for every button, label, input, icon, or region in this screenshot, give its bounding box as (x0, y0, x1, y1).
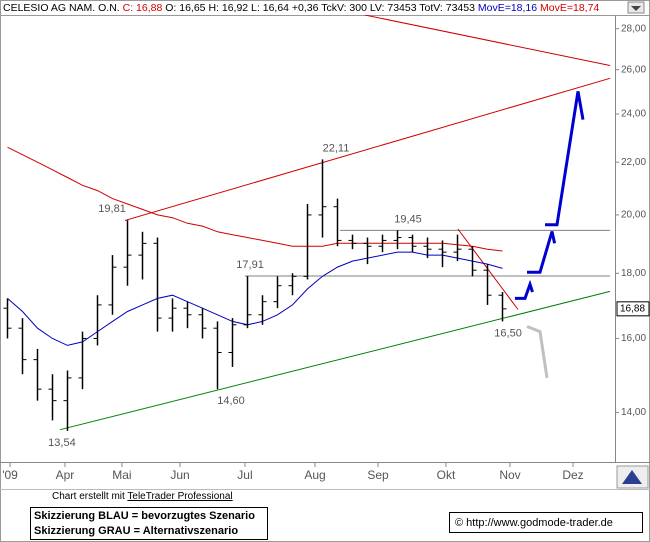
logo-icon (622, 470, 642, 484)
price-annotation: 19,81 (98, 203, 126, 215)
header-part: MovE=18,16 (478, 2, 537, 14)
header-part: C: 16,88 (123, 2, 163, 14)
legend-blue: Skizzierung BLAU = bevorzugtes Szenario (34, 510, 255, 522)
legend-gray: Skizzierung GRAU = Alternativszenario (34, 525, 238, 537)
price-annotation: 17,91 (236, 259, 264, 271)
x-tick-label: '09 (2, 468, 18, 482)
copyright-box (449, 512, 643, 533)
moving-average (7, 146, 503, 252)
y-tick-label: 26,00 (621, 64, 646, 75)
x-tick-label: Mai (112, 468, 131, 482)
price-annotation: 14,60 (217, 395, 245, 407)
credit-link[interactable]: TeleTrader Professional (127, 491, 232, 502)
x-tick-label: Jul (237, 468, 252, 482)
menu-icon (631, 6, 641, 11)
header-part: MovE=18,74 (540, 2, 599, 14)
header-part: O: 16,65 H: 16,92 L: 16,64 +0,36 TckV: 3… (162, 2, 478, 14)
x-tick-label: Jun (170, 468, 189, 482)
scenario-path (526, 325, 549, 379)
y-tick-label: 28,00 (621, 23, 646, 34)
scenario-path (545, 91, 585, 227)
legend-box (30, 507, 268, 540)
header: CELESIO AG NAM. O.N. C: 16,88 O: 16,65 H… (3, 2, 599, 14)
y-tick-label: 16,00 (621, 333, 646, 344)
trendline (364, 15, 611, 66)
credit-prefix: Chart erstellt mit (52, 491, 127, 502)
last-price-label: 16,88 (620, 303, 645, 314)
trendline (59, 290, 611, 431)
plot-area (3, 15, 611, 431)
last-price-box (616, 301, 650, 317)
credit: Chart erstellt mit TeleTrader Profession… (52, 491, 233, 502)
x-tick-label: Aug (304, 468, 325, 482)
x-tick-label: Nov (499, 468, 520, 482)
y-tick-label: 14,00 (621, 407, 646, 418)
scenario-path (514, 279, 534, 300)
y-tick-label: 22,00 (621, 157, 646, 168)
price-annotation: 22,11 (323, 142, 350, 154)
x-tick-label: Dez (562, 468, 583, 482)
x-tick-label: Apr (56, 468, 75, 482)
copyright[interactable]: © http://www.godmode-trader.de (455, 517, 613, 529)
moving-average (7, 251, 503, 346)
x-tick-label: Okt (437, 468, 456, 482)
y-tick-label: 24,00 (621, 109, 646, 120)
price-annotation: 19,45 (394, 213, 422, 225)
scenario-path (527, 231, 557, 274)
y-tick-label: 20,00 (621, 210, 646, 221)
price-annotation: 16,50 (494, 327, 522, 339)
x-tick-label: Sep (367, 468, 389, 482)
header-part: CELESIO AG NAM. O.N. (3, 2, 123, 14)
price-annotation: 13,54 (48, 437, 76, 449)
trendline (124, 77, 611, 221)
y-tick-label: 18,00 (621, 268, 646, 279)
